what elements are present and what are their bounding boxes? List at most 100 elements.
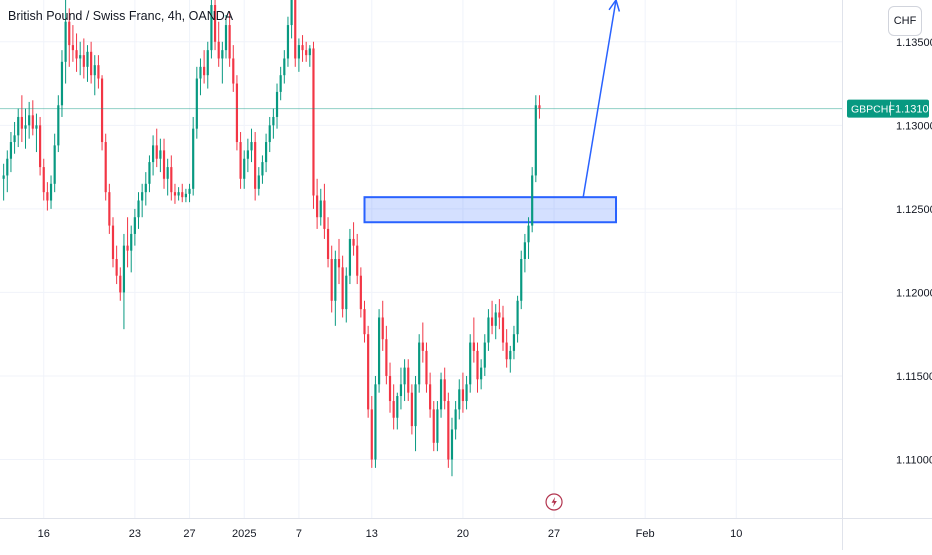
price-tick-label: 1.12500	[896, 204, 932, 216]
candle-body	[400, 384, 402, 396]
candle	[298, 38, 300, 71]
candle-body	[476, 351, 478, 379]
price-axis[interactable]: 1.110001.115001.120001.125001.130001.135…	[843, 0, 932, 550]
candle	[327, 217, 329, 267]
candle-body	[404, 368, 406, 385]
candle	[265, 134, 267, 172]
candle-body	[152, 145, 154, 162]
time-tick-label: 7	[296, 528, 302, 540]
time-tick-label: 23	[129, 528, 141, 540]
candle-body	[498, 312, 500, 317]
candle-body	[163, 150, 165, 178]
candle	[6, 150, 8, 192]
candle	[531, 167, 533, 232]
candle-body	[137, 201, 139, 218]
candle	[342, 256, 344, 318]
candle	[214, 0, 216, 50]
candle-body	[192, 129, 194, 189]
candle-body	[94, 65, 96, 75]
candle	[272, 109, 274, 139]
candle	[316, 179, 318, 229]
candle	[61, 50, 63, 117]
candle-body	[527, 226, 529, 243]
candle-body	[506, 343, 508, 360]
candle	[291, 0, 293, 38]
candle-body	[39, 125, 41, 167]
candle-body	[181, 192, 183, 197]
candle-body	[105, 142, 107, 192]
candle-body	[447, 401, 449, 459]
candle	[94, 55, 96, 95]
candle	[35, 114, 37, 152]
candle-body	[371, 409, 373, 459]
candle-body	[418, 343, 420, 385]
currency-button[interactable]: CHF	[888, 6, 922, 36]
candle	[145, 172, 147, 205]
price-tick-label: 1.13000	[896, 120, 932, 132]
candle	[451, 418, 453, 476]
candle	[320, 189, 322, 226]
candle	[422, 322, 424, 362]
candle	[141, 184, 143, 217]
candle	[458, 379, 460, 419]
candle	[516, 296, 518, 343]
candle	[444, 368, 446, 410]
candle-body	[367, 334, 369, 409]
candle-body	[502, 317, 504, 342]
candle-body	[338, 259, 340, 267]
candle-body	[411, 393, 413, 426]
candle-body	[72, 45, 74, 50]
candle	[167, 159, 169, 196]
candle-body	[229, 25, 231, 58]
candle	[254, 132, 256, 201]
candle	[349, 229, 351, 284]
candle-body	[458, 389, 460, 409]
candle-body	[79, 55, 81, 58]
candle-body	[495, 312, 497, 325]
candle-body	[225, 25, 227, 50]
candle-body	[254, 142, 256, 189]
candle-body	[382, 317, 384, 339]
candle-body	[294, 0, 296, 58]
candle-body	[108, 192, 110, 225]
candle	[323, 184, 325, 239]
candle-body	[126, 246, 128, 251]
candle-body	[356, 246, 358, 276]
candle	[491, 301, 493, 334]
candle	[484, 334, 486, 376]
time-tick-label: 13	[366, 528, 378, 540]
candle-body	[269, 125, 271, 142]
candle-body	[134, 217, 136, 234]
candle	[527, 217, 529, 259]
candle-body	[21, 117, 23, 129]
candle-body	[101, 79, 103, 142]
candle	[455, 401, 457, 439]
candle	[54, 134, 56, 192]
candle-body	[119, 276, 121, 293]
candle-body	[258, 175, 260, 188]
candle	[425, 343, 427, 393]
candle	[46, 182, 48, 210]
candle	[462, 373, 464, 413]
candle	[447, 393, 449, 468]
candle	[123, 234, 125, 329]
candle-body	[218, 42, 220, 59]
candle	[108, 184, 110, 234]
candle	[261, 155, 263, 183]
candle	[17, 109, 19, 147]
candle-body	[283, 58, 285, 75]
candle	[404, 359, 406, 401]
candle	[10, 132, 12, 172]
candle-body	[112, 226, 114, 259]
candle-body	[462, 389, 464, 401]
candle	[312, 42, 314, 209]
candle	[393, 384, 395, 429]
candle-body	[360, 276, 362, 309]
annotations	[0, 0, 842, 510]
candle	[243, 150, 245, 188]
candle-body	[305, 50, 307, 55]
candle	[24, 109, 26, 149]
